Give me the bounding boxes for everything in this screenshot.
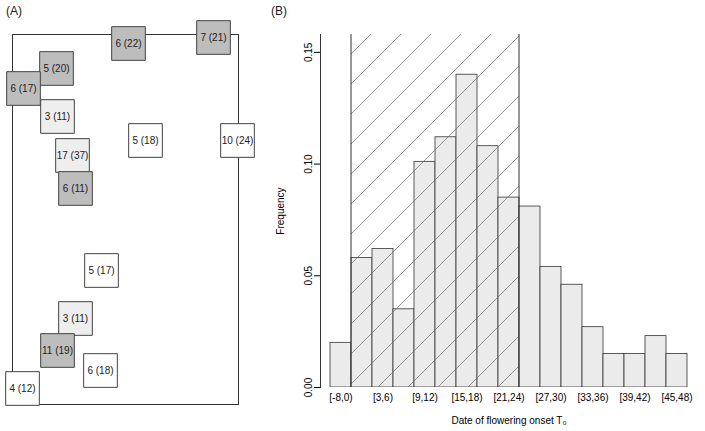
svg-text:3 (11): 3 (11) <box>45 111 70 122</box>
svg-text:10 (24): 10 (24) <box>222 135 254 146</box>
svg-text:0.05: 0.05 <box>303 266 314 286</box>
svg-text:[3,6): [3,6) <box>373 392 393 403</box>
svg-text:3 (11): 3 (11) <box>63 313 88 324</box>
svg-text:5 (17): 5 (17) <box>88 265 114 276</box>
svg-text:[27,30): [27,30) <box>535 392 566 403</box>
svg-text:[45,48): [45,48) <box>661 392 692 403</box>
svg-text:[39,42): [39,42) <box>619 392 650 403</box>
svg-text:11 (19): 11 (19) <box>42 345 73 356</box>
svg-text:Date of flowering onset T₀: Date of flowering onset T₀ <box>451 415 566 426</box>
svg-text:4 (12): 4 (12) <box>9 383 35 394</box>
svg-text:[15,18): [15,18) <box>451 392 482 403</box>
svg-text:17 (37): 17 (37) <box>57 150 89 161</box>
svg-text:[33,36): [33,36) <box>577 392 608 403</box>
svg-text:[9,12): [9,12) <box>412 392 438 403</box>
html-text:(B): (B) <box>271 4 287 18</box>
svg-text:6 (11): 6 (11) <box>63 183 88 194</box>
svg-text:Frequency: Frequency <box>275 187 286 234</box>
svg-text:6 (17): 6 (17) <box>10 83 36 94</box>
svg-text:5 (20): 5 (20) <box>43 63 69 74</box>
svg-text:0.15: 0.15 <box>303 42 314 62</box>
svg-text:5 (18): 5 (18) <box>132 135 158 146</box>
svg-text:7 (21): 7 (21) <box>200 32 226 43</box>
svg-text:0.10: 0.10 <box>303 154 314 174</box>
svg-text:[-8,0): [-8,0) <box>329 392 352 403</box>
svg-text:[21,24): [21,24) <box>493 392 524 403</box>
html-text:(A): (A) <box>6 4 22 18</box>
svg-text:6 (18): 6 (18) <box>87 365 113 376</box>
svg-text:0.00: 0.00 <box>303 377 314 397</box>
svg-text:6 (22): 6 (22) <box>115 38 141 49</box>
